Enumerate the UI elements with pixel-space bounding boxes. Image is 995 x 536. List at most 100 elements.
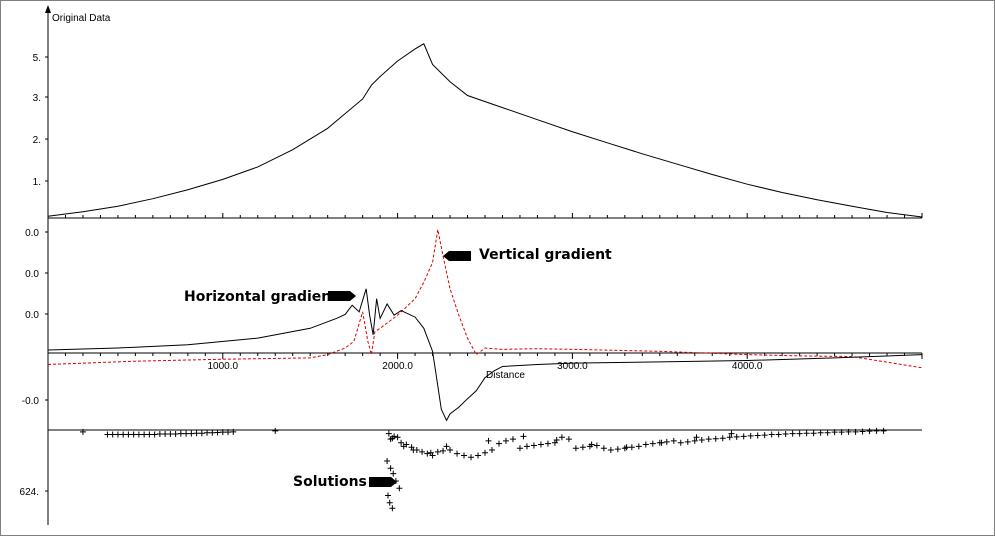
y-tick-label-top: 2. <box>33 135 41 146</box>
y-tick-label-gradient: 0.0 <box>25 269 39 280</box>
solution-point <box>443 443 450 450</box>
solution-point <box>454 450 461 457</box>
solution-point <box>565 436 572 443</box>
solution-point <box>712 435 719 442</box>
annotations: Horizontal gradient Vertical gradient Solu… <box>184 247 612 490</box>
solution-point <box>658 439 665 446</box>
solution-point <box>193 430 200 437</box>
solution-point <box>172 431 179 438</box>
solution-point <box>845 428 852 435</box>
solution-point <box>495 440 502 447</box>
solution-point <box>177 430 184 437</box>
solution-point <box>789 430 796 437</box>
solution-point <box>410 447 417 454</box>
y-tick-label-gradient: -0.0 <box>22 396 40 407</box>
solution-point <box>768 431 775 438</box>
solution-point <box>810 430 817 437</box>
solution-point <box>104 431 111 438</box>
solution-point <box>740 433 747 440</box>
solution-point <box>873 427 880 434</box>
solution-point <box>796 430 803 437</box>
solution-point <box>537 441 544 448</box>
solution-point <box>390 470 397 477</box>
horizontal-gradient-label: Horizontal gradient <box>184 289 338 305</box>
annotation-arrow <box>443 251 471 261</box>
series-layer <box>47 43 923 512</box>
solution-point <box>782 431 789 438</box>
solution-point <box>520 433 527 440</box>
solution-point <box>705 436 712 443</box>
y-tick-label-gradient: 0.0 <box>25 310 39 321</box>
horizontal-gradient-line <box>47 288 923 422</box>
x-tick-label: 2000.0 <box>382 361 413 372</box>
axes <box>45 5 922 525</box>
solution-point <box>167 431 174 438</box>
solution-point <box>398 439 405 446</box>
solution-point <box>188 430 195 437</box>
solution-point <box>579 444 586 451</box>
y-axis-title: Original Data <box>52 13 111 24</box>
solution-point <box>593 442 600 449</box>
solution-point <box>386 499 393 506</box>
solution-point <box>198 430 205 437</box>
solution-point <box>384 492 391 499</box>
solution-point <box>272 427 279 434</box>
solution-point <box>859 428 866 435</box>
solution-point <box>109 431 116 438</box>
solution-point <box>156 431 163 438</box>
solutions-label: Solutions <box>293 474 367 490</box>
solution-point <box>209 429 216 436</box>
solution-point <box>482 449 488 456</box>
solution-point <box>130 431 137 438</box>
solution-point <box>225 429 232 436</box>
solution-point <box>852 428 859 435</box>
solution-point <box>523 443 530 450</box>
solution-point <box>614 446 621 453</box>
solution-point <box>384 457 391 464</box>
solution-point <box>387 465 394 472</box>
solution-point <box>146 431 153 438</box>
vertical-gradient-label: Vertical gradient <box>479 247 612 263</box>
solution-point <box>623 444 630 451</box>
y-tick-label-top: 1. <box>33 177 41 188</box>
solution-point <box>803 430 810 437</box>
original-data-line <box>47 43 923 218</box>
solution-point <box>447 447 454 454</box>
solution-point <box>79 428 86 435</box>
solution-point <box>219 429 226 436</box>
solution-point <box>628 444 635 451</box>
solution-point <box>691 437 698 444</box>
y-tick-label-top: 3. <box>33 93 41 104</box>
solution-point <box>424 450 431 457</box>
solution-point <box>204 429 211 436</box>
solution-point <box>719 435 726 442</box>
solution-point <box>866 428 873 435</box>
solution-point <box>880 427 887 434</box>
solution-point <box>516 445 523 452</box>
solution-point <box>572 445 579 452</box>
solution-point <box>684 438 691 445</box>
solution-point <box>502 437 509 444</box>
solution-point <box>726 434 733 441</box>
solution-point <box>488 447 495 454</box>
solution-point <box>125 431 132 438</box>
y-tick-label-top: 5. <box>33 53 41 64</box>
tick-marks <box>45 56 923 492</box>
solution-point <box>396 485 403 492</box>
solution-point <box>588 441 595 448</box>
solution-point <box>485 437 492 444</box>
solution-point <box>831 429 838 436</box>
tick-labels: 5. 3. 2. 1. Original Data 0.0 0.0 0.0 -0.0 1000.0… <box>20 13 763 498</box>
solution-point <box>389 505 396 512</box>
x-tick-label: 4000.0 <box>732 361 763 372</box>
x-axis-title: Distance <box>486 370 525 381</box>
x-tick-label: 3000.0 <box>557 361 588 372</box>
solution-point <box>135 431 142 438</box>
solution-point <box>461 452 468 459</box>
solution-point <box>600 445 607 452</box>
solution-point <box>553 437 560 444</box>
solution-point <box>400 443 407 450</box>
solution-point <box>775 431 782 438</box>
